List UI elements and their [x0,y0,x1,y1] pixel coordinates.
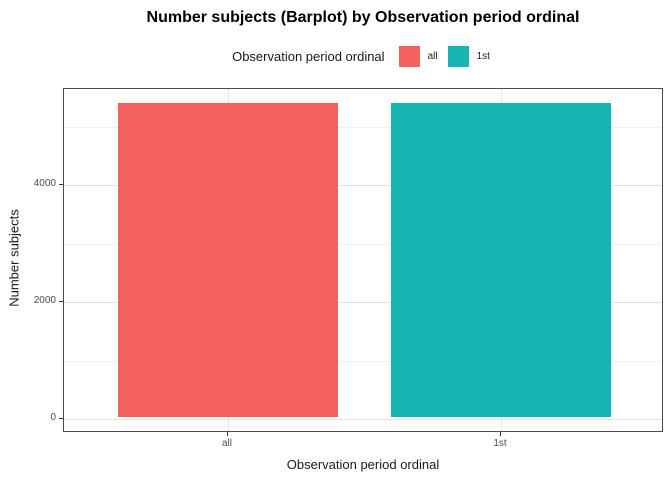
plot-panel [63,88,663,432]
legend: Observation period ordinal all 1st [63,45,663,67]
legend-item-all: all [398,45,442,67]
y-tick-mark-0 [59,418,63,419]
x-tick-label-all: all [221,438,233,449]
legend-swatch-all [398,45,420,67]
legend-item-1st: 1st [447,45,494,67]
x-axis-title: Observation period ordinal [286,457,440,472]
legend-swatch-1st [447,45,469,67]
legend-item-label-all: all [427,50,438,62]
major-gridline-4000 [64,185,662,186]
legend-item-label-1st: 1st [476,50,490,62]
y-tick-label-4000: 4000 [33,178,56,189]
y-tick-label-2000: 2000 [33,295,56,306]
chart-title: Number subjects (Barplot) by Observation… [146,9,580,26]
bar-1st [391,102,611,417]
bars-layer [64,89,662,431]
major-gridline-0 [64,419,662,420]
y-tick-mark-2000 [59,301,63,302]
x-tick-mark-all [227,432,228,436]
x-tick-mark-1st [500,432,501,436]
x-tick-label-1st: 1st [493,438,507,449]
minor-gridline-3000 [64,243,662,245]
minor-gridline-5000 [64,126,662,128]
minor-gridline-1000 [64,360,662,362]
y-axis-title: Number subjects [6,209,22,307]
y-tick-mark-4000 [59,184,63,185]
major-gridline-2000 [64,302,662,303]
y-tick-label-0: 0 [50,412,56,423]
legend-title: Observation period ordinal [232,48,385,64]
bar-all [118,102,338,417]
legend-items: all 1st [393,45,494,67]
